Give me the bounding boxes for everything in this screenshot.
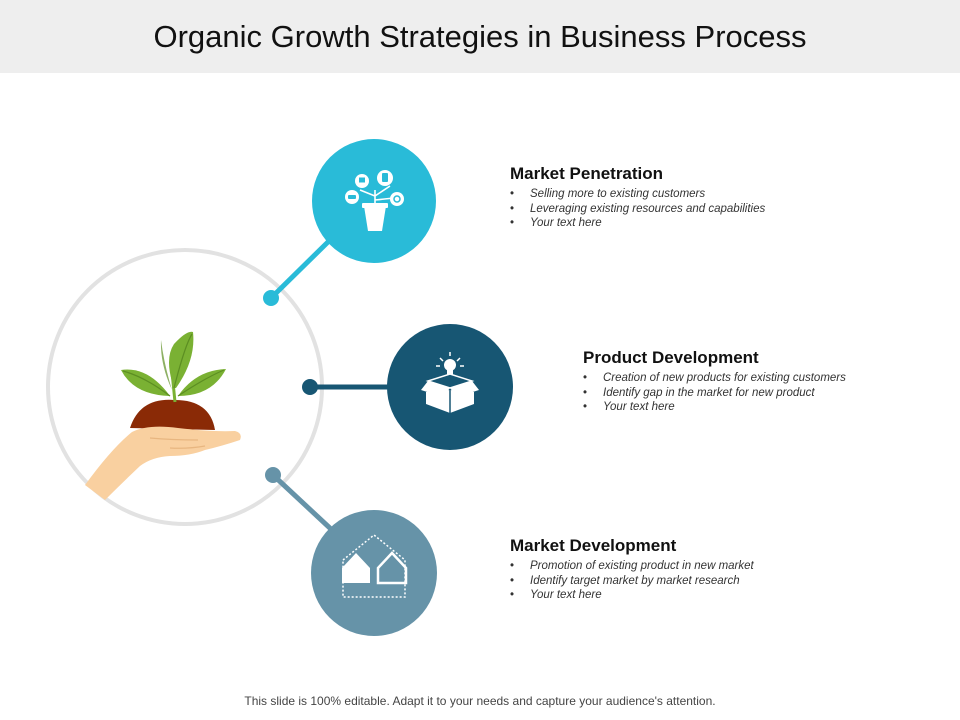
list-item: Your text here (583, 400, 846, 415)
product-development-heading: Product Development (583, 348, 759, 367)
list-item: Selling more to existing customers (510, 187, 765, 202)
plant-devices-icon (345, 170, 404, 231)
connector-market-penetration (263, 238, 332, 306)
connector-market-development (265, 467, 334, 532)
market-penetration-bullets: Selling more to existing customers Lever… (510, 187, 765, 231)
market-penetration-block: Market Penetration Selling more to exist… (510, 164, 765, 231)
market-development-block: Market Development Promotion of existing… (510, 536, 754, 603)
product-development-bullets: Creation of new products for existing cu… (583, 371, 846, 415)
box-lightbulb-icon (421, 352, 479, 413)
market-development-circle (311, 510, 437, 636)
market-development-bullets: Promotion of existing product in new mar… (510, 559, 754, 603)
connector-product-development (302, 379, 390, 395)
list-item: Promotion of existing product in new mar… (510, 559, 754, 574)
houses-icon (342, 534, 408, 598)
page-title: Organic Growth Strategies in Business Pr… (153, 18, 807, 54)
list-item: Identify gap in the market for new produ… (583, 386, 846, 401)
hand-sprout-icon (85, 331, 241, 500)
list-item: Creation of new products for existing cu… (583, 371, 846, 386)
market-development-heading: Market Development (510, 536, 677, 555)
market-penetration-circle (312, 139, 436, 263)
list-item: Identify target market by market researc… (510, 574, 754, 589)
title-bar: Organic Growth Strategies in Business Pr… (0, 0, 960, 73)
list-item: Your text here (510, 216, 765, 231)
market-penetration-heading: Market Penetration (510, 164, 664, 183)
list-item: Your text here (510, 588, 754, 603)
footer-note: This slide is 100% editable. Adapt it to… (244, 694, 716, 708)
list-item: Leveraging existing resources and capabi… (510, 202, 765, 217)
product-development-block: Product Development Creation of new prod… (583, 348, 846, 415)
